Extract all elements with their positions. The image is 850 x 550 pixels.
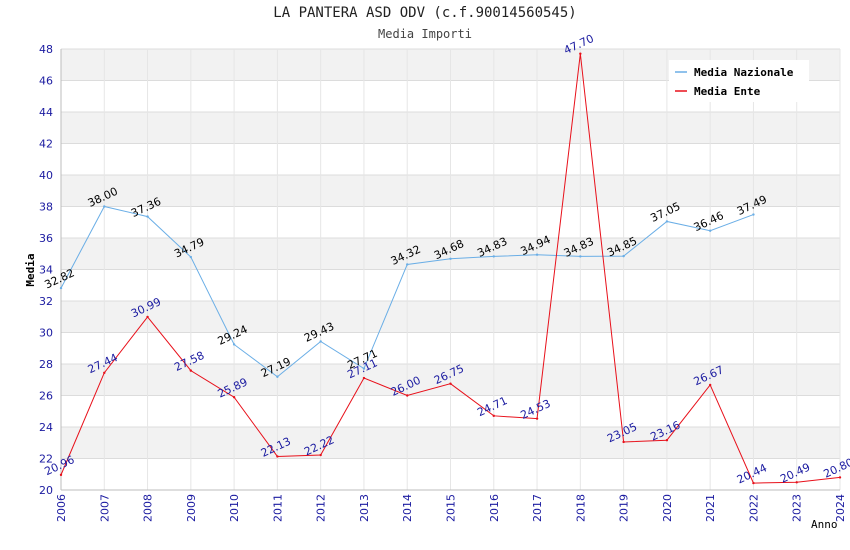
x-tick-label: 2014: [401, 494, 414, 522]
data-point: [59, 286, 63, 290]
data-point: [406, 394, 409, 397]
data-point: [59, 473, 63, 477]
data-point: [319, 340, 322, 343]
x-tick-label: 2016: [488, 494, 501, 522]
data-point: [189, 255, 193, 259]
data-point: [103, 205, 106, 208]
x-tick-label: 2011: [271, 494, 284, 522]
data-point: [838, 476, 842, 479]
x-tick-label: 2024: [834, 494, 847, 522]
y-tick-label: 20: [39, 484, 53, 497]
y-tick-label: 38: [39, 201, 53, 214]
data-point: [189, 369, 193, 372]
data-point: [708, 383, 712, 387]
legend-box: [669, 60, 809, 102]
data-point: [103, 371, 106, 375]
x-tick-label: 2018: [574, 494, 587, 522]
data-point: [579, 52, 582, 55]
x-tick-label: 2012: [315, 494, 328, 522]
y-axis-title: Media: [24, 253, 37, 286]
x-tick-label: 2020: [661, 494, 674, 522]
x-tick-label: 2007: [98, 494, 111, 522]
data-point: [535, 417, 539, 420]
data-point: [362, 376, 366, 380]
data-point: [319, 453, 322, 457]
x-tick-label: 2021: [704, 494, 717, 522]
y-tick-label: 46: [39, 75, 53, 88]
y-tick-label: 44: [39, 106, 53, 119]
data-point: [492, 414, 495, 418]
data-point: [622, 254, 625, 258]
y-tick-label: 34: [39, 264, 53, 277]
data-point: [146, 315, 149, 319]
x-axis-title: Anno: [811, 518, 838, 531]
legend-label: Media Ente: [694, 85, 761, 98]
y-tick-label: 48: [39, 43, 53, 56]
y-tick-label: 36: [39, 232, 53, 245]
data-point: [232, 396, 236, 399]
data-point: [535, 253, 539, 256]
data-point: [665, 220, 669, 223]
y-tick-label: 28: [39, 358, 53, 371]
x-tick-label: 2010: [228, 494, 241, 522]
data-point: [232, 343, 236, 346]
data-point: [276, 375, 279, 378]
y-tick-label: 24: [39, 421, 53, 434]
data-point: [362, 367, 366, 370]
x-tick-label: 2023: [791, 494, 804, 522]
x-tick-label: 2017: [531, 494, 544, 522]
data-point: [752, 481, 755, 485]
data-point: [795, 481, 798, 484]
data-point: [708, 229, 712, 232]
y-tick-labels: 20 22 24 26 28 30 32 34 36 38 40 42 44 46 48: [39, 43, 53, 497]
data-point: [492, 255, 495, 258]
x-tick-label: 2015: [445, 494, 458, 522]
x-tick-label: 2006: [55, 494, 68, 522]
data-point: [752, 213, 755, 216]
data-point: [276, 455, 279, 458]
data-point: [146, 215, 149, 218]
y-tick-label: 42: [39, 138, 53, 151]
data-point: [622, 440, 625, 444]
y-tick-label: 26: [39, 390, 53, 403]
x-tick-labels: 2006 2007 2008 2009 2010 2011 2012 2013 2014 2015…: [55, 494, 847, 522]
x-tick-label: 2009: [185, 494, 198, 522]
data-point: [665, 439, 669, 442]
data-label: 24.71: [475, 394, 509, 419]
y-tick-label: 30: [39, 327, 53, 340]
x-tick-label: 2013: [358, 494, 371, 522]
data-point: [579, 255, 582, 258]
data-label: 20.80: [821, 456, 850, 481]
y-tick-label: 40: [39, 169, 53, 182]
legend: Media Nazionale Media Ente: [669, 60, 809, 102]
chart-subtitle: Media Importi: [378, 27, 472, 41]
data-point: [449, 382, 452, 385]
x-tick-label: 2022: [747, 494, 760, 522]
x-tick-label: 2008: [142, 494, 155, 522]
chart-title: LA PANTERA ASD ODV (c.f.90014560545): [273, 5, 577, 21]
x-tick-label: 2019: [618, 494, 631, 522]
y-tick-label: 32: [39, 295, 53, 308]
y-tick-label: 22: [39, 453, 53, 466]
legend-label: Media Nazionale: [694, 66, 794, 79]
data-point: [406, 263, 409, 266]
data-point: [449, 257, 452, 260]
